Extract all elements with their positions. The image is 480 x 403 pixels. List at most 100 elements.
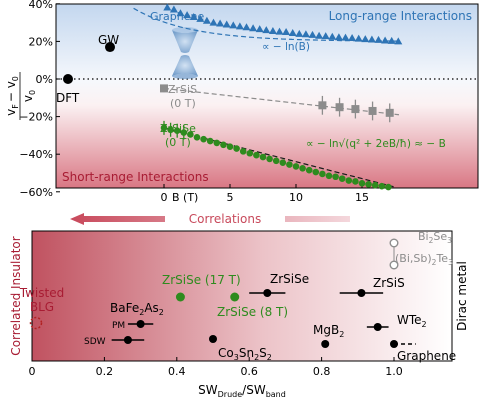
- zrsise-point: [213, 139, 221, 147]
- zrsis-label-bottom: ZrSiS: [373, 276, 405, 290]
- ylabel-vf: v: [4, 109, 18, 116]
- zrsise-point: [319, 170, 326, 178]
- zrsise-point: [239, 148, 247, 155]
- bisb-text: (Bi,Sb): [395, 252, 432, 265]
- zrsis-field-label: (0 T): [170, 97, 196, 110]
- bottom-plot-frame: [31, 230, 453, 362]
- s-text: S: [259, 346, 267, 360]
- top-x-tick-label: 5: [227, 191, 234, 204]
- wte-sub: 2: [422, 320, 427, 329]
- graphene-point: [295, 29, 304, 37]
- zrsise-point: [259, 153, 267, 161]
- graphene-point: [321, 32, 330, 40]
- top-panel: 40%20%0%−20%−40%−60% 0 5 10 15 vF− v0 v0 Gr…: [4, 0, 479, 204]
- bottom-x-tick-label: 1.0: [385, 365, 403, 378]
- zrsise-point: [385, 183, 392, 191]
- graphene-point: [176, 9, 185, 17]
- gw-label: GW: [98, 33, 119, 47]
- bottom-x-tick-label: 0.8: [313, 365, 331, 378]
- graphene-point: [367, 35, 376, 43]
- bafe-text: BaFe: [110, 301, 139, 315]
- point-zrsis: [357, 289, 366, 297]
- top-y-axis-label: vF− v0 v0: [4, 72, 37, 120]
- bi2se3-label: Bi2Se3: [418, 230, 452, 245]
- graphene-point: [328, 32, 337, 40]
- zrsis-point: [335, 103, 344, 112]
- zrsise-point: [279, 159, 287, 166]
- correlated-insulator-label: Correlated Insulator: [9, 236, 23, 355]
- bisb-sub: 2: [432, 258, 437, 267]
- graphene-point: [249, 24, 258, 32]
- zrsise-point: [187, 131, 194, 138]
- graphene-point: [334, 33, 343, 41]
- blg-label: BLG: [30, 300, 54, 314]
- graphene-point: [308, 30, 317, 38]
- dft-label: DFT: [56, 91, 80, 105]
- point-wte2: [373, 323, 382, 331]
- zrsise-point: [200, 135, 207, 143]
- point-sdw: [123, 336, 132, 344]
- top-x-tick-label: 15: [355, 191, 369, 204]
- bottom-x-tick-label: 0: [29, 365, 36, 378]
- zrsis-point: [160, 84, 168, 93]
- top-y-tick-label: −20%: [19, 111, 53, 124]
- graphene-point: [394, 37, 403, 45]
- top-y-tick-label: 0%: [36, 73, 53, 86]
- zrsise-point: [246, 149, 254, 157]
- correlations-label: Correlations: [189, 212, 261, 226]
- zrsise-point: [299, 165, 306, 172]
- graphene-point: [169, 5, 178, 13]
- zrsise-point: [352, 178, 359, 185]
- graphene-point: [288, 28, 297, 36]
- s-sub: 2: [267, 353, 272, 362]
- graphene-point: [315, 31, 324, 39]
- graphene-point: [354, 34, 363, 42]
- zrsise-point: [173, 127, 181, 134]
- co-sub: 3: [234, 353, 239, 362]
- zrsis-point: [318, 101, 327, 110]
- zrsise-point: [180, 129, 188, 136]
- zrsise-point: [193, 133, 201, 141]
- point-mgb2: [321, 340, 330, 348]
- point-twisted-blg: [29, 316, 43, 330]
- zrsise-point: [338, 175, 346, 182]
- bottom-x-ticks: 0 0.2 0.4 0.6 0.8 1.0: [29, 357, 403, 378]
- graphene-point: [222, 20, 231, 28]
- zrsise-point: [226, 143, 234, 150]
- wte-text: WTe: [397, 313, 422, 327]
- xlabel-sw-num: SW: [198, 383, 218, 397]
- ylabel-v0-sub: 0: [11, 76, 20, 81]
- xlabel-sw-den: SW: [246, 383, 266, 397]
- graphene-label-bottom: Graphene: [397, 349, 456, 363]
- graphene-dirac-cone-illustration: [172, 27, 198, 79]
- graphene-point: [235, 22, 244, 30]
- graphene-point: [196, 14, 205, 22]
- zrsis-point: [351, 105, 360, 114]
- zrsise-point: [160, 124, 168, 132]
- ylabel-den: v: [21, 95, 35, 102]
- zrsis-point: [368, 106, 377, 115]
- graphene-point: [255, 25, 264, 33]
- point-co3sn2s2: [209, 335, 217, 343]
- zrsise-point: [345, 177, 353, 184]
- bafe-sub: 2: [139, 308, 144, 317]
- zrsise-field-label: (0 T): [165, 136, 191, 149]
- graphene-point: [361, 35, 370, 43]
- ylabel-vf-sub: F: [11, 104, 20, 109]
- wte2-label: WTe2: [397, 313, 427, 329]
- zrsise-point: [358, 180, 366, 187]
- top-y-tick-label: −40%: [19, 148, 53, 161]
- graphene-point: [381, 36, 390, 44]
- ylabel-den-sub: 0: [28, 90, 37, 95]
- short-range-label: Short-range Interactions: [62, 170, 209, 184]
- zrsise-point: [312, 168, 320, 176]
- graphene-point: [387, 36, 396, 44]
- sn-sub: 2: [254, 353, 259, 362]
- top-y-tick-label: −60%: [19, 186, 53, 199]
- bottom-x-tick-label: 0.2: [96, 365, 114, 378]
- xlabel-band: band: [266, 390, 286, 399]
- zrsise-point: [272, 157, 280, 165]
- graphene-point: [202, 16, 211, 24]
- graphene-point: [242, 23, 251, 31]
